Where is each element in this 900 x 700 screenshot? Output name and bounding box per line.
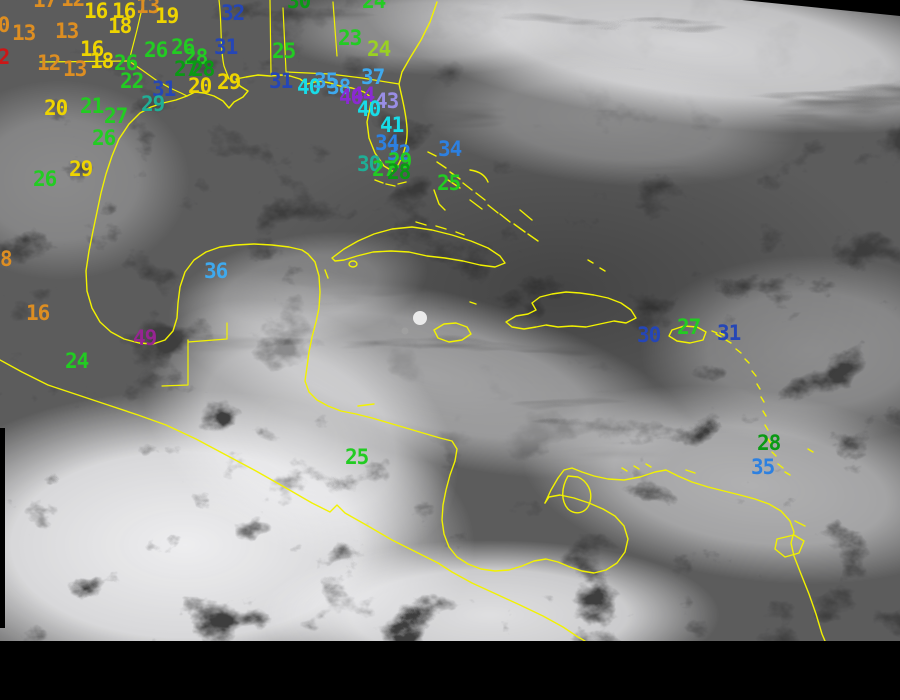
colorbar-legend: 36912151821242730333639424548 PWV mm Suo… xyxy=(0,641,900,700)
cloud-layer xyxy=(0,0,900,641)
satellite-imagery xyxy=(0,0,900,641)
scan-edge-black xyxy=(0,0,900,628)
bright-cloud-cell xyxy=(413,311,427,325)
coastlines xyxy=(0,0,826,641)
